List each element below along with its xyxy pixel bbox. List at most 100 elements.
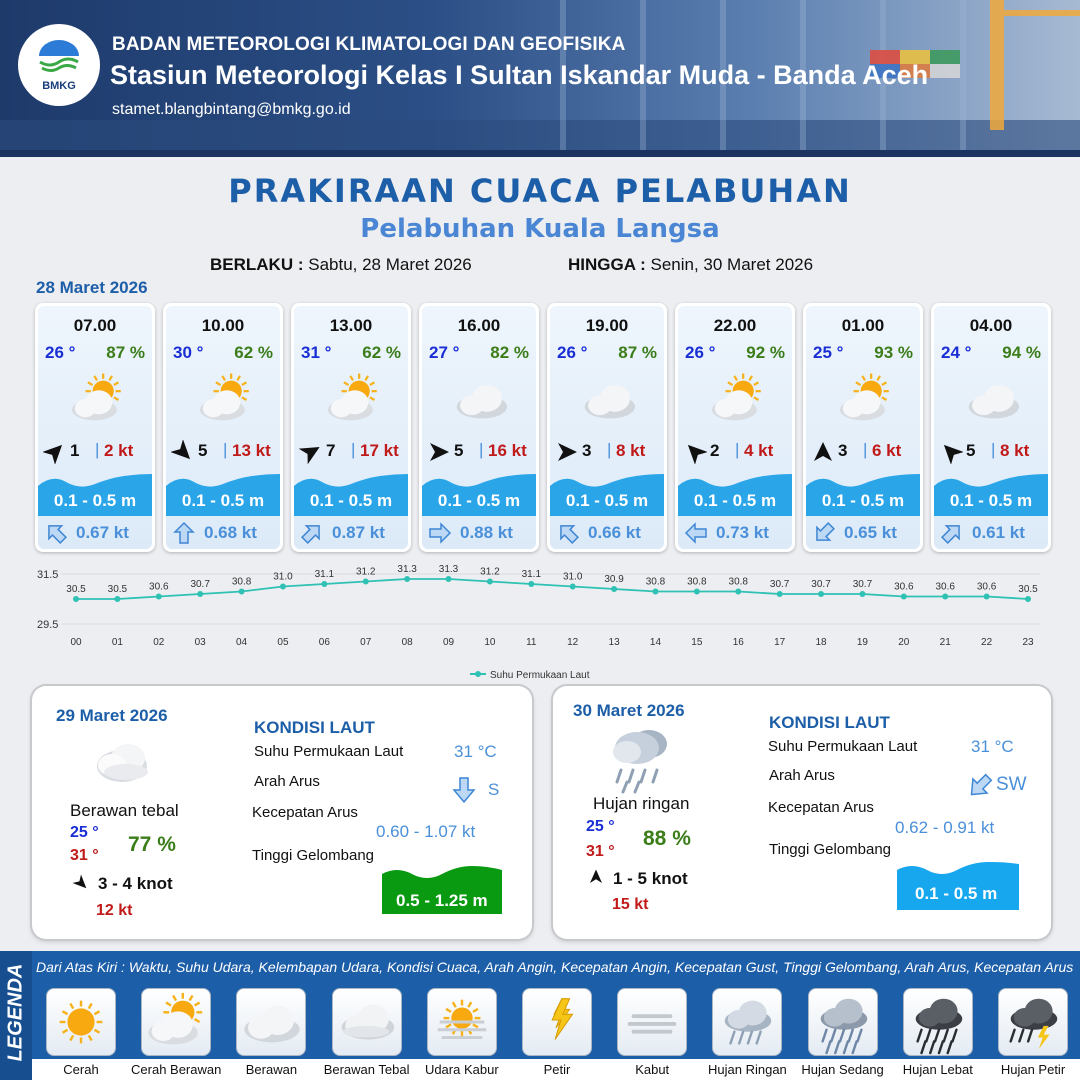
day2-sst-label: Suhu Permukaan Laut: [254, 743, 404, 760]
wind-direction: [298, 440, 323, 465]
sunny-cloudy-icon: [327, 373, 377, 421]
day1-date: 28 Maret 2026: [36, 278, 148, 297]
forecast-time: 07.00: [73, 316, 117, 335]
wind-direction: [555, 440, 579, 464]
day3-gust: 15 kt: [612, 896, 649, 913]
separator: |: [95, 440, 100, 459]
forecast-humidity: 87 %: [618, 343, 657, 362]
forecast-card-body: 19.00 26 ° 87 % 3 | 8 kt 0.1 - 0.5 m 0.6…: [550, 306, 664, 549]
x-tick-label: 07: [360, 637, 372, 648]
sst-data-label: 30.9: [604, 574, 624, 585]
separator: |: [223, 440, 228, 459]
day2-temp-min: 25 °: [70, 824, 99, 841]
page-title: PRAKIRAAN CUACA PELABUHAN: [228, 172, 852, 210]
sst-data-label: 30.5: [1018, 584, 1038, 595]
day3-current-speed-label: Kecepatan Arus: [768, 799, 874, 816]
wind-speed: 1: [70, 441, 80, 460]
wave-height: 0.1 - 0.5 m: [181, 491, 265, 510]
x-tick-label: 17: [774, 637, 786, 648]
sst-data-label: 31.3: [439, 564, 459, 575]
wind-direction-icon: [687, 444, 708, 465]
haze-icon: [437, 999, 487, 1039]
day3-sst-label: Suhu Permukaan Laut: [768, 738, 918, 755]
x-tick-label: 02: [153, 637, 165, 648]
station-email: stamet.blangbintang@bmkg.go.id: [112, 101, 351, 118]
wave-height: 0.1 - 0.5 m: [53, 491, 137, 510]
day3-wave-fill: [897, 862, 1019, 910]
forecast-weather-icon: [830, 370, 900, 430]
sunny-cloudy-icon: [711, 373, 761, 421]
sst-data-point: [983, 593, 990, 600]
wave-graphic: [38, 474, 152, 516]
agency-name: BADAN METEOROLOGI KLIMATOLOGI DAN GEOFIS…: [112, 34, 626, 55]
forecast-humidity: 87 %: [106, 343, 145, 362]
sst-data-label: 30.6: [894, 582, 914, 593]
sst-data-point: [486, 578, 493, 585]
wind-direction-icon: [590, 869, 602, 883]
current-direction-icon: [301, 525, 320, 544]
day2-temp-max: 31 °: [70, 847, 99, 864]
wind-speed: 2: [710, 441, 720, 460]
legend-item-label: Udara Kabur: [424, 1062, 499, 1077]
cloudy-icon: [456, 385, 508, 419]
forecast-temperature: 30 °: [173, 343, 204, 362]
forecast-card: 04.00 24 ° 94 % 5 | 8 kt 0.1 - 0.5 m 0.6…: [931, 303, 1051, 552]
legend-item-light-rain: [712, 988, 783, 1056]
wind-direction-icon: [430, 443, 449, 461]
thick-cloud-icon: [341, 1004, 394, 1040]
wave-graphic: [934, 474, 1048, 516]
gust-speed: 6 kt: [872, 441, 902, 460]
sst-data-point: [528, 581, 535, 587]
day2-current-dir: S: [488, 780, 500, 799]
current-speed: 0.88 kt: [460, 523, 513, 542]
forecast-card: 13.00 31 ° 62 % 7 | 17 kt 0.1 - 0.5 m 0.…: [291, 303, 411, 552]
sst-data-point: [321, 581, 328, 587]
sst-data-label: 31.2: [480, 567, 500, 578]
x-tick-label: 09: [443, 637, 455, 648]
sun-icon: [59, 1000, 103, 1044]
forecast-card-body: 13.00 31 ° 62 % 7 | 17 kt 0.1 - 0.5 m 0.…: [294, 306, 408, 549]
valid-from: BERLAKU : Sabtu, 28 Maret 2026: [210, 255, 472, 275]
valid-to: HINGGA : Senin, 30 Maret 2026: [568, 255, 813, 275]
sst-data-point: [569, 583, 576, 590]
gust-speed: 8 kt: [616, 441, 646, 460]
wave-height: 0.1 - 0.5 m: [821, 491, 905, 510]
x-tick-label: 05: [277, 637, 289, 648]
sst-series-line: [76, 578, 1029, 600]
sst-data-label: 30.8: [687, 577, 707, 588]
sst-data-point: [362, 578, 369, 585]
forecast-weather-icon: [190, 370, 260, 430]
heavy-rain-icon: [915, 998, 963, 1055]
sst-data-point: [611, 586, 618, 592]
day2-condition: Berawan tebal: [70, 801, 179, 820]
x-tick-label: 14: [650, 637, 662, 648]
separator: |: [863, 440, 868, 459]
forecast-temperature: 26 °: [45, 343, 76, 362]
forecast-card-body: 16.00 27 ° 82 % 5 | 16 kt 0.1 - 0.5 m 0.…: [422, 306, 536, 549]
gust-speed: 17 kt: [360, 441, 399, 460]
legend-item-label: Hujan Ringan: [708, 1062, 787, 1077]
forecast-card: 22.00 26 ° 92 % 2 | 4 kt 0.1 - 0.5 m 0.7…: [675, 303, 795, 552]
legend-item-lightning: [522, 988, 592, 1056]
legend-swatch-marker: [475, 671, 481, 677]
x-tick-label: 13: [609, 637, 621, 648]
forecast-temperature: 27 °: [429, 343, 460, 362]
day3-date: 30 Maret 2026: [573, 701, 685, 720]
current-direction-icon: [429, 522, 452, 544]
legend-item-sunny-cloudy: [141, 988, 212, 1056]
wave-height: 0.1 - 0.5 m: [437, 491, 521, 510]
forecast-card: 01.00 25 ° 93 % 3 | 6 kt 0.1 - 0.5 m 0.6…: [803, 303, 923, 552]
current-direction: [684, 521, 708, 545]
sst-data-point: [776, 591, 783, 597]
sst-data-label: 30.7: [190, 579, 210, 590]
forecast-time: 19.00: [585, 316, 629, 335]
day3-sea-heading: KONDISI LAUT: [769, 713, 890, 732]
fog-icon: [627, 1014, 677, 1034]
forecast-weather-icon: [318, 370, 388, 430]
forecast-card-body: 10.00 30 ° 62 % 5 | 13 kt 0.1 - 0.5 m 0.…: [166, 306, 280, 549]
y-tick-label: 31.5: [37, 569, 58, 581]
sst-data-point: [279, 583, 286, 590]
day2-current-speed: 0.60 - 1.07 kt: [376, 822, 476, 841]
sunny-cloudy-icon: [71, 373, 121, 421]
valid-from-value: Sabtu, 28 Maret 2026: [308, 255, 472, 274]
